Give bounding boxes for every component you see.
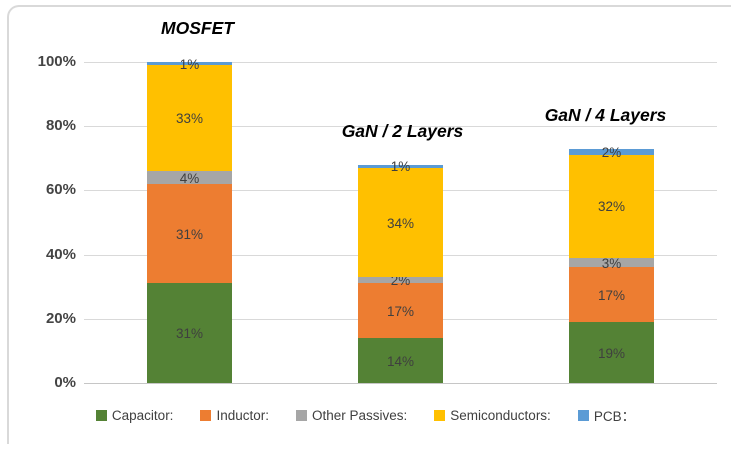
bar-segment <box>358 277 443 284</box>
legend-label: Inductor: <box>216 407 269 423</box>
legend-item: PCB： <box>577 405 636 425</box>
legend-swatch-icon <box>577 409 589 421</box>
legend-swatch-icon <box>200 409 212 421</box>
y-axis-tick-label: 20% <box>45 309 76 327</box>
bar-segment <box>569 322 654 383</box>
bar-segment <box>358 164 443 168</box>
y-axis-tick-label: 0% <box>54 374 76 391</box>
y-axis-tick-label: 40% <box>45 245 76 263</box>
bar-segment <box>358 167 443 278</box>
legend-label: Semiconductors: <box>450 407 551 423</box>
bar-segment <box>569 155 654 258</box>
x-axis-line <box>84 383 717 384</box>
bar-segment <box>147 171 232 184</box>
y-axis-tick-label: 80% <box>45 117 76 135</box>
bar-segment <box>358 283 443 339</box>
y-axis-tick-label: 100% <box>37 53 76 70</box>
legend-item: Inductor: <box>200 408 269 423</box>
gridline <box>84 126 717 128</box>
bar-segment <box>358 338 443 383</box>
category-title: GaN / 4 Layers <box>544 104 667 125</box>
legend-swatch-icon <box>295 409 307 421</box>
legend-item: Capacitor: <box>95 407 174 423</box>
bar-segment <box>147 183 232 284</box>
bar-segment <box>147 62 232 66</box>
bar-segment <box>569 267 654 322</box>
legend-swatch-icon <box>434 409 446 421</box>
bar-segment <box>147 283 232 383</box>
y-axis-tick-label: 60% <box>45 181 76 199</box>
bar-segment <box>569 148 654 156</box>
gridline <box>84 62 717 63</box>
legend: Capacitor: Inductor: Other Passives: Semico… <box>0 405 731 425</box>
legend-label: PCB： <box>593 409 636 424</box>
legend-swatch-icon <box>95 409 107 421</box>
category-title: MOSFET <box>161 18 234 38</box>
legend-item: Semiconductors: <box>434 408 551 423</box>
bar-segment <box>569 257 654 268</box>
legend-item: Other Passives: <box>295 407 408 423</box>
category-title: GaN / 2 Layers <box>341 120 464 141</box>
bar-segment <box>147 65 232 172</box>
legend-label: Capacitor: <box>111 407 174 423</box>
legend-label: Other Passives: <box>311 407 408 423</box>
